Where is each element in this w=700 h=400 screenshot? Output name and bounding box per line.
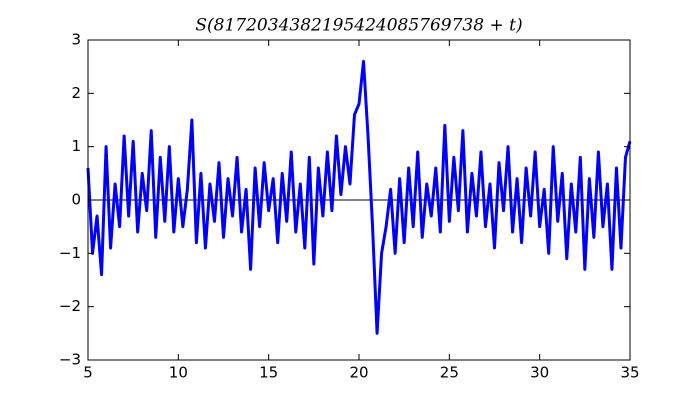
y-tick-label: −1: [59, 244, 81, 262]
x-tick-label: 25: [440, 364, 459, 382]
y-tick-label: 3: [71, 31, 81, 49]
x-tick-label: 15: [259, 364, 278, 382]
x-tick-label: 35: [620, 364, 639, 382]
y-tick-label: 0: [71, 191, 81, 209]
y-tick-label: −2: [59, 297, 81, 315]
chart-title: S(8172034382195424085769738 + t): [195, 16, 522, 36]
x-tick-label: 5: [83, 364, 93, 382]
y-tick-label: 1: [71, 137, 81, 155]
y-tick-label: −3: [59, 351, 81, 369]
x-tick-label: 30: [530, 364, 549, 382]
x-tick-label: 10: [169, 364, 188, 382]
y-tick-label: 2: [71, 84, 81, 102]
data-line: [86, 59, 632, 335]
x-tick-label: 20: [349, 364, 368, 382]
